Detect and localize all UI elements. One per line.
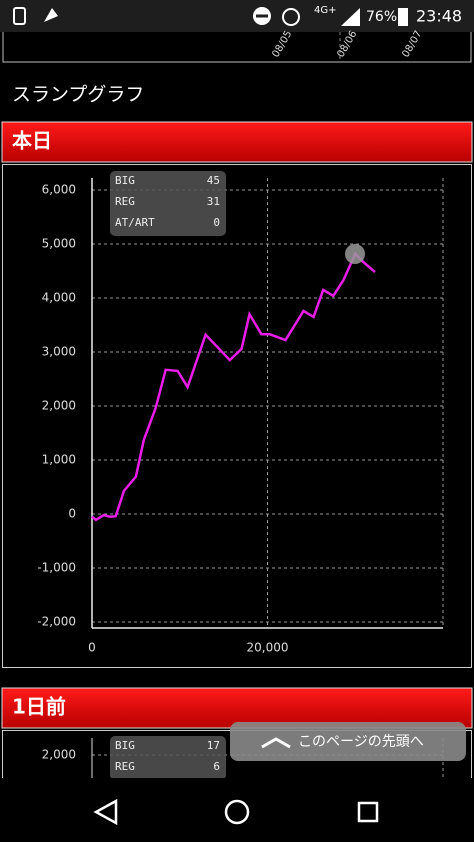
battery-icon xyxy=(398,8,408,26)
y-tick-label: 6,000 xyxy=(42,183,76,197)
panel-title: 1日前 xyxy=(12,695,66,719)
up-arrow xyxy=(261,737,291,749)
stat-label: BIG xyxy=(115,739,135,752)
section-title: スランプグラフ xyxy=(12,84,144,106)
y-tick-label: 3,000 xyxy=(42,345,76,359)
y-tick-label: 2,000 xyxy=(42,399,76,413)
stat-label: REG xyxy=(115,195,135,208)
recents-button[interactable] xyxy=(357,801,379,823)
panel-header xyxy=(1,687,473,729)
scroll-top-label: このページの先頭へ xyxy=(298,734,424,750)
scroll-top-button[interactable] xyxy=(230,722,466,761)
clock: 23:48 xyxy=(416,7,462,26)
battery-text: 76% xyxy=(366,9,397,25)
x-tick-label: 0 xyxy=(88,641,96,655)
status-bar xyxy=(0,0,474,32)
y-tick-label: -2,000 xyxy=(37,615,76,629)
date-label: 08/07 xyxy=(400,29,424,59)
stat-value: 45 xyxy=(207,174,220,187)
alarm-icon xyxy=(282,8,300,26)
panel-header xyxy=(1,121,473,163)
nav-bar xyxy=(0,778,474,842)
stat-label: AT/ART xyxy=(115,216,155,229)
y-tick-label: 0 xyxy=(68,507,76,521)
stats-box xyxy=(110,171,226,236)
stat-label: BIG xyxy=(115,174,135,187)
previous-chart-frame xyxy=(2,32,472,63)
date-label: 08/05 xyxy=(270,29,294,59)
panel-title: 本日 xyxy=(12,129,52,153)
signal-icon xyxy=(341,8,360,26)
y-tick-label: 2,000 xyxy=(42,748,76,762)
status-icon xyxy=(13,7,26,25)
y-tick-label: 1,000 xyxy=(42,453,76,467)
status-icon xyxy=(44,8,58,22)
y-tick-label: 5,000 xyxy=(42,237,76,251)
y-tick-label: -1,000 xyxy=(37,561,76,575)
chart-panel xyxy=(2,164,472,668)
network-type: 4G+ xyxy=(314,5,337,16)
stats-box xyxy=(110,736,226,780)
hover-marker xyxy=(345,244,365,264)
x-tick-label: 20,000 xyxy=(247,641,289,655)
stat-value: 0 xyxy=(213,216,220,229)
chart-today: -2,000 -1,000 0 1,000 2,000 3,000 4,000 5,000 6,… xyxy=(37,171,444,655)
stat-value: 6 xyxy=(213,760,220,773)
back-button[interactable] xyxy=(93,798,118,826)
date-label: 08/06 xyxy=(335,29,359,59)
y-tick-label: 4,000 xyxy=(42,291,76,305)
stat-value: 17 xyxy=(207,739,220,752)
stat-label: REG xyxy=(115,760,135,773)
series-line xyxy=(91,251,376,522)
dnd-bar xyxy=(256,14,268,18)
stat-value: 31 xyxy=(207,195,220,208)
home-button[interactable] xyxy=(224,799,250,825)
